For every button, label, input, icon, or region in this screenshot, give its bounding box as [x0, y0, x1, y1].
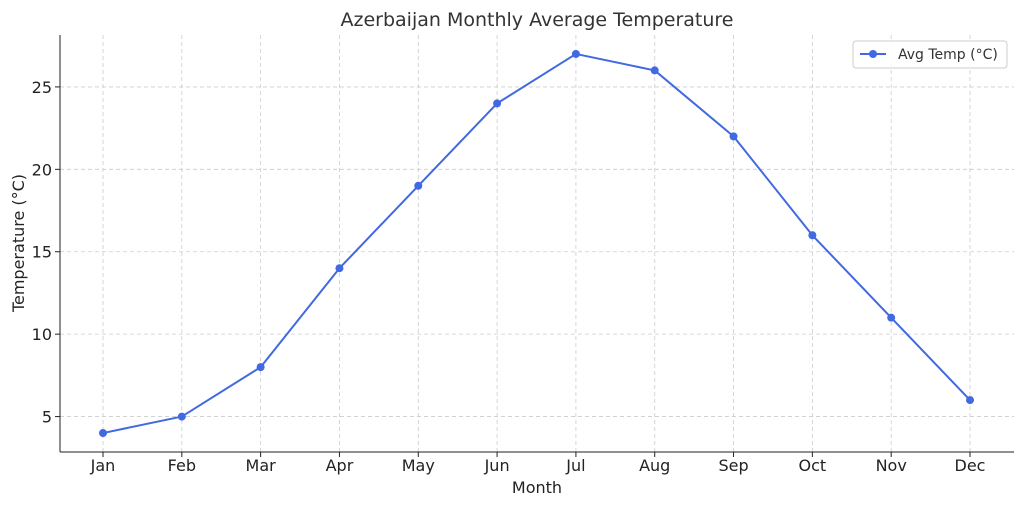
y-tick-label: 5	[42, 408, 52, 427]
x-tick-label: Mar	[246, 456, 277, 475]
data-point	[966, 396, 974, 405]
data-point	[729, 132, 738, 141]
x-tick-label: Aug	[639, 456, 670, 475]
x-tick-label: Oct	[799, 456, 827, 475]
x-tick-label: Jul	[565, 456, 585, 475]
data-point	[571, 49, 580, 58]
grid	[60, 35, 1014, 452]
x-tick-label: Nov	[876, 456, 907, 475]
x-tick-label: May	[402, 456, 435, 475]
legend-label: Avg Temp (°C)	[898, 47, 998, 63]
x-tick-label: Jun	[484, 456, 510, 475]
y-tick-label: 15	[32, 243, 52, 262]
legend-marker	[869, 50, 877, 58]
data-point	[493, 99, 502, 108]
data-point	[335, 264, 344, 273]
series-line	[102, 52, 971, 435]
data-point	[177, 412, 186, 421]
legend: Avg Temp (°C)	[852, 40, 1008, 69]
x-axis-ticks: Jan Feb Mar Apr May Jun Jul Aug Sep Oct Nov Dec	[90, 452, 986, 475]
y-axis-ticks: 5 10 15 20 25	[32, 78, 60, 427]
data-point	[99, 429, 107, 438]
data-point	[650, 66, 659, 75]
x-axis-label: Month	[512, 478, 562, 497]
data-point	[256, 363, 265, 372]
x-tick-label: Feb	[168, 456, 196, 475]
x-tick-label: Dec	[955, 456, 986, 475]
chart-title: Azerbaijan Monthly Average Temperature	[341, 9, 734, 31]
y-tick-label: 20	[32, 160, 52, 179]
data-point	[414, 181, 423, 190]
data-point	[887, 313, 896, 322]
y-tick-label: 25	[32, 78, 52, 97]
legend-box	[852, 40, 1008, 69]
data-point	[808, 231, 817, 240]
y-tick-label: 10	[32, 325, 52, 344]
x-tick-label: Apr	[326, 456, 354, 475]
series	[99, 49, 974, 438]
x-tick-label: Sep	[718, 456, 748, 475]
x-tick-label: Jan	[90, 456, 116, 475]
y-axis-label: Temperature (°C)	[9, 174, 28, 313]
